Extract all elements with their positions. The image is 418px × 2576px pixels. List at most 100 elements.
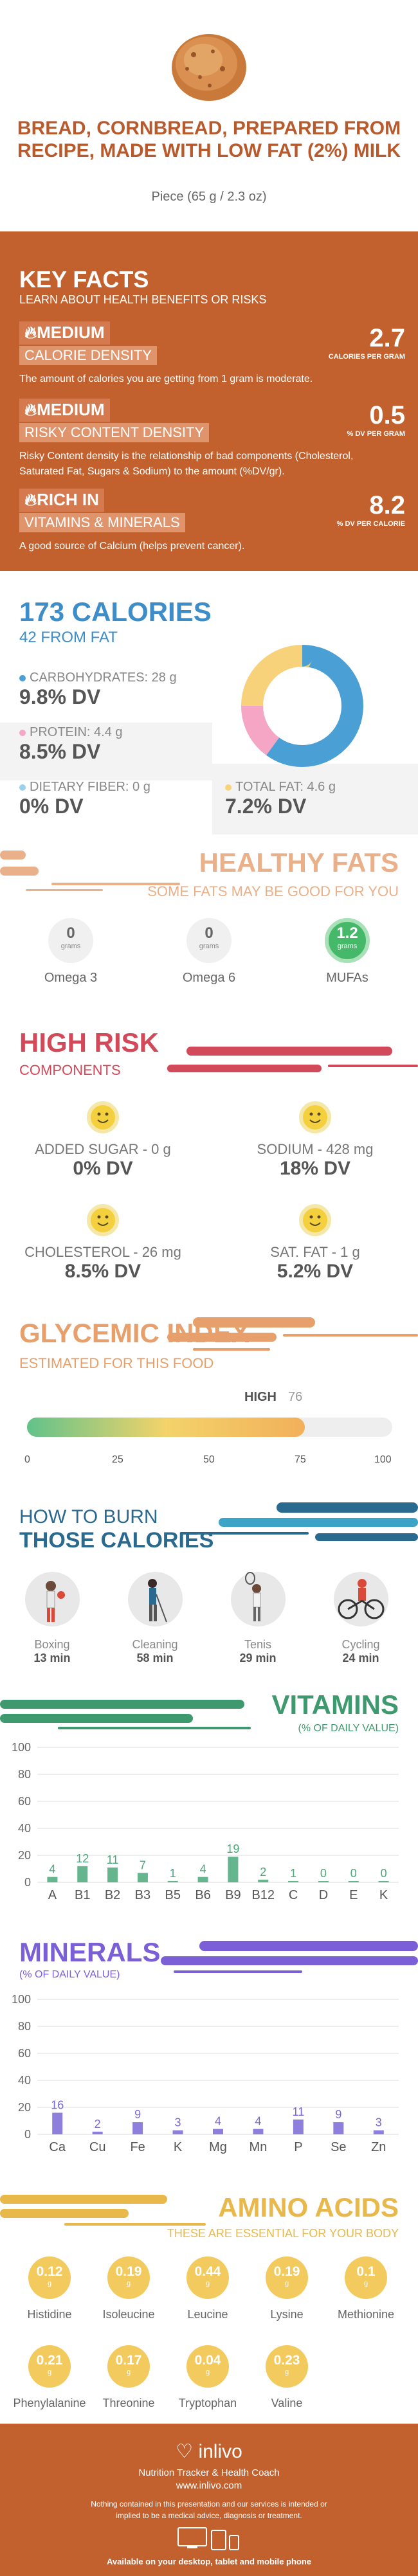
fat-value-circle: 1.2 grams [325, 918, 370, 963]
donut-slice-3 [241, 645, 363, 767]
x-tick-label: B9 [225, 1888, 241, 1902]
bar-value-label: 16 [51, 2098, 64, 2111]
high-risk-title: HIGH RISK [19, 1027, 159, 1058]
nutrient-carbohydrates: CARBOHYDRATES: 28 g 9.8% DV [19, 671, 177, 708]
decorative-stripes [0, 1700, 251, 1729]
amino-value-circle: 0.19 g [107, 2256, 150, 2299]
y-tick-label: 20 [18, 1849, 31, 1862]
website-link[interactable]: www.inlivo.com [176, 2480, 242, 2491]
bar-value-label: 11 [107, 1853, 119, 1866]
glycemic-tick: 100 [374, 1454, 392, 1465]
legend-dot [19, 675, 26, 681]
decorative-stripes [0, 2195, 206, 2226]
amino-isoleucine: 0.19 g Isoleucine [90, 2256, 167, 2321]
y-tick-label: 100 [12, 1993, 31, 2006]
decorative-stripes [0, 851, 180, 891]
bar-value-label: 4 [49, 1863, 55, 1876]
x-tick-label: B1 [75, 1888, 90, 1902]
bar-P [293, 2119, 304, 2134]
serving-size: Piece (65 g / 2.3 oz) [151, 190, 267, 204]
x-tick-label: B3 [135, 1888, 150, 1902]
food-title: BREAD, CORNBREAD, PREPARED FROM RECIPE, … [17, 118, 401, 161]
x-tick-label: Ca [49, 2140, 66, 2154]
healthy-fats-section: HEALTHY FATS SOME FATS MAY BE GOOD FOR Y… [0, 834, 418, 1014]
legend-dot [19, 730, 26, 736]
boxing-icon [24, 1572, 80, 1626]
x-tick-label: Fe [130, 2140, 145, 2154]
flame-icon: 🔥︎ [24, 323, 37, 342]
bar-value-label: 12 [76, 1852, 89, 1865]
amino-value-circle: 0.19 g [266, 2256, 308, 2299]
y-tick-label: 100 [12, 1741, 31, 1754]
decorative-stripes [161, 1941, 418, 1973]
bar-E [348, 1881, 359, 1882]
bar-Cu [92, 2131, 103, 2134]
x-tick-label: E [349, 1888, 358, 1902]
tagline: Nutrition Tracker & Health Coach [138, 2467, 280, 2478]
key-fact-name: VITAMINS & MINERALS [19, 513, 185, 532]
x-tick-label: P [294, 2140, 302, 2154]
bar-value-label: 9 [335, 2108, 341, 2121]
y-tick-label: 60 [18, 1795, 31, 1808]
vitamins-subtitle: (% OF DAILY VALUE) [298, 1723, 399, 1734]
key-facts-title: KEY FACTS [19, 266, 149, 293]
key-fact-level: 🔥︎RICH IN [19, 489, 104, 512]
x-tick-label: Mg [209, 2140, 227, 2154]
calories-title: 173 CALORIES [19, 597, 212, 627]
tennis-icon [230, 1572, 286, 1626]
cleaning-icon [127, 1572, 183, 1626]
burn-boxing: Boxing 13 min [4, 1572, 100, 1665]
cycling-icon [333, 1572, 388, 1626]
glycemic-bar [27, 1418, 392, 1437]
glycemic-title: GLYCEMIC INDEX [19, 1318, 250, 1348]
flame-icon: 🔥︎ [24, 490, 37, 509]
bar-value-label: 0 [350, 1867, 357, 1880]
glycemic-subtitle: ESTIMATED FOR THIS FOOD [19, 1355, 214, 1371]
fat-value-circle: 0 grams [48, 918, 93, 963]
minerals-bar-chart: 0 20 40 60 80 100 16 Ca 2 Cu 9 Fe 3 K 4 Mg 4 Mn 11 P 9 Se 3 Zn [12, 1993, 399, 2154]
fat-mufas: 1.2 grams MUFAs [296, 918, 399, 986]
bar-value-label: 9 [134, 2108, 141, 2121]
bar-C [288, 1880, 299, 1882]
key-facts-section: KEY FACTS LEARN ABOUT HEALTH BENEFITS OR… [0, 231, 418, 571]
glycemic-tick: 50 [203, 1454, 215, 1465]
vitamins-bar-chart: 0204060801004A12B111B27B31B54B619B92B121… [12, 1741, 399, 1902]
amino-histidine: 0.12 g Histidine [11, 2256, 88, 2321]
nutrient-shade [212, 764, 418, 834]
calories-from-fat: 42 FROM FAT [19, 629, 118, 646]
smiley-icon [299, 1101, 331, 1133]
glycemic-bar-fill [27, 1418, 305, 1437]
risk-added-sugar: ADDED SUGAR - 0 g 0% DV [6, 1101, 199, 1180]
x-tick-label: Zn [371, 2140, 386, 2154]
bar-value-label: 1 [290, 1867, 296, 1880]
heart-icon: ♡ [176, 2441, 194, 2462]
x-tick-label: B2 [105, 1888, 120, 1902]
flame-icon: 🔥︎ [24, 400, 37, 419]
key-fact-calorie-density: 🔥︎MEDIUM CALORIE DENSITY The amount of c… [19, 321, 405, 387]
x-tick-label: B12 [251, 1888, 275, 1902]
legend-dot [19, 784, 26, 791]
amino-phenylalanine: 0.21 g Phenylalanine [11, 2345, 88, 2410]
bar-Mg [213, 2129, 223, 2134]
key-fact-value: 8.2 % DV PER CALORIE [336, 491, 405, 528]
vitamins-title: VITAMINS [271, 1689, 399, 1720]
x-tick-label: K [379, 1888, 388, 1902]
amino-value-circle: 0.21 g [28, 2345, 71, 2388]
inlivo-logo[interactable]: ♡ inlivo [176, 2441, 242, 2462]
amino-acids-section: AMINO ACIDS THESE ARE ESSENTIAL FOR YOUR… [0, 2192, 418, 2430]
glycemic-index-section: GLYCEMIC INDEX ESTIMATED FOR THIS FOOD H… [0, 1305, 418, 1517]
calories-section: 173 CALORIES 42 FROM FAT CARBOHYDRATES: … [0, 571, 418, 834]
risk-cholesterol: CHOLESTEROL - 26 mg 8.5% DV [6, 1204, 199, 1283]
amino-lysine: 0.19 g Lysine [248, 2256, 325, 2321]
bar-Se [333, 2122, 344, 2134]
burn-calories-section: HOW TO BURN THOSE CALORIES Boxing 13 min… [0, 1495, 418, 1707]
key-fact-value: 2.7 CALORIES PER GRAM [328, 324, 405, 361]
minerals-section: MINERALS (% OF DAILY VALUE) 0 20 40 60 80 100… [0, 1932, 418, 2176]
devices-icon [177, 2527, 239, 2550]
legend-dot [225, 784, 232, 791]
nutrient-protein: PROTEIN: 4.4 g 8.5% DV [19, 725, 123, 763]
amino-value-circle: 0.12 g [28, 2256, 71, 2299]
bar-Ca [52, 2112, 63, 2134]
x-tick-label: Se [331, 2140, 346, 2154]
bar-B1 [77, 1866, 88, 1882]
